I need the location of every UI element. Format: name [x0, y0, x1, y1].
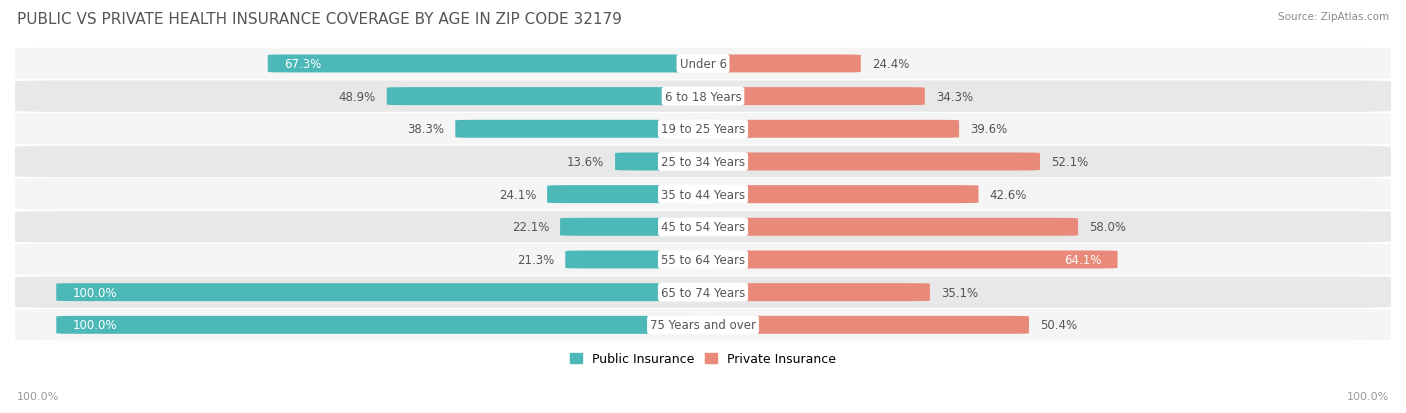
Text: 75 Years and over: 75 Years and over: [650, 318, 756, 332]
Text: 24.4%: 24.4%: [872, 58, 910, 71]
Text: 38.3%: 38.3%: [408, 123, 444, 136]
Text: 52.1%: 52.1%: [1050, 156, 1088, 169]
FancyBboxPatch shape: [703, 316, 1029, 334]
FancyBboxPatch shape: [15, 49, 1391, 80]
FancyBboxPatch shape: [703, 218, 1078, 236]
Text: 25 to 34 Years: 25 to 34 Years: [661, 156, 745, 169]
Text: 100.0%: 100.0%: [1347, 391, 1389, 401]
Text: 35.1%: 35.1%: [941, 286, 979, 299]
FancyBboxPatch shape: [703, 283, 929, 301]
Text: 100.0%: 100.0%: [73, 318, 117, 332]
Text: 24.1%: 24.1%: [499, 188, 536, 201]
Text: 67.3%: 67.3%: [284, 58, 322, 71]
Legend: Public Insurance, Private Insurance: Public Insurance, Private Insurance: [565, 347, 841, 370]
FancyBboxPatch shape: [15, 147, 1391, 178]
FancyBboxPatch shape: [15, 211, 1391, 243]
Text: 6 to 18 Years: 6 to 18 Years: [665, 90, 741, 103]
Text: 45 to 54 Years: 45 to 54 Years: [661, 221, 745, 234]
FancyBboxPatch shape: [267, 55, 703, 73]
Text: 100.0%: 100.0%: [17, 391, 59, 401]
FancyBboxPatch shape: [614, 153, 703, 171]
Text: 65 to 74 Years: 65 to 74 Years: [661, 286, 745, 299]
Text: 64.1%: 64.1%: [1064, 253, 1101, 266]
FancyBboxPatch shape: [15, 81, 1391, 112]
FancyBboxPatch shape: [15, 277, 1391, 308]
Text: Under 6: Under 6: [679, 58, 727, 71]
Text: 55 to 64 Years: 55 to 64 Years: [661, 253, 745, 266]
FancyBboxPatch shape: [547, 186, 703, 204]
Text: 13.6%: 13.6%: [567, 156, 605, 169]
FancyBboxPatch shape: [15, 114, 1391, 145]
FancyBboxPatch shape: [703, 121, 959, 138]
FancyBboxPatch shape: [387, 88, 703, 106]
Text: 58.0%: 58.0%: [1090, 221, 1126, 234]
Text: 50.4%: 50.4%: [1040, 318, 1077, 332]
Text: 34.3%: 34.3%: [936, 90, 973, 103]
Text: 35 to 44 Years: 35 to 44 Years: [661, 188, 745, 201]
FancyBboxPatch shape: [703, 186, 979, 204]
FancyBboxPatch shape: [456, 121, 703, 138]
FancyBboxPatch shape: [560, 218, 703, 236]
Text: 22.1%: 22.1%: [512, 221, 550, 234]
FancyBboxPatch shape: [703, 251, 1118, 269]
Text: 39.6%: 39.6%: [970, 123, 1007, 136]
Text: PUBLIC VS PRIVATE HEALTH INSURANCE COVERAGE BY AGE IN ZIP CODE 32179: PUBLIC VS PRIVATE HEALTH INSURANCE COVER…: [17, 12, 621, 27]
Text: 100.0%: 100.0%: [73, 286, 117, 299]
Text: 19 to 25 Years: 19 to 25 Years: [661, 123, 745, 136]
FancyBboxPatch shape: [15, 309, 1391, 341]
FancyBboxPatch shape: [703, 88, 925, 106]
Text: 48.9%: 48.9%: [339, 90, 375, 103]
Text: Source: ZipAtlas.com: Source: ZipAtlas.com: [1278, 12, 1389, 22]
FancyBboxPatch shape: [15, 179, 1391, 210]
FancyBboxPatch shape: [56, 316, 703, 334]
FancyBboxPatch shape: [703, 55, 860, 73]
FancyBboxPatch shape: [703, 153, 1040, 171]
FancyBboxPatch shape: [15, 244, 1391, 275]
FancyBboxPatch shape: [56, 283, 703, 301]
Text: 21.3%: 21.3%: [517, 253, 554, 266]
Text: 42.6%: 42.6%: [990, 188, 1026, 201]
FancyBboxPatch shape: [565, 251, 703, 269]
